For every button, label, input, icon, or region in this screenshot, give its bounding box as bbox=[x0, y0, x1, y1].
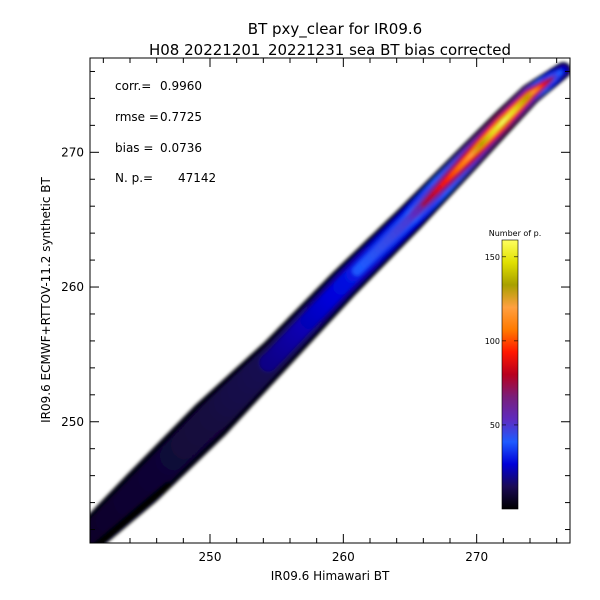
x-tick-label: 270 bbox=[465, 550, 488, 564]
stat-bias-value: 0.0736 bbox=[160, 141, 202, 155]
y-tick-label: 260 bbox=[61, 280, 84, 294]
stat-np-label: N. p.= bbox=[115, 171, 153, 185]
y-tick-label: 270 bbox=[61, 145, 84, 159]
density-blob bbox=[550, 77, 553, 81]
stats-block: corr.= 0.9960 rmse = 0.7725 bias = 0.073… bbox=[115, 79, 216, 185]
colorbar-ticks: 50 100 150 bbox=[485, 253, 518, 430]
colorbar-tick-label: 50 bbox=[490, 421, 500, 430]
x-tick-label: 250 bbox=[199, 550, 222, 564]
stat-np-value: 47142 bbox=[178, 171, 216, 185]
colorbar-title: Number of p. bbox=[489, 229, 542, 238]
y-axis: 250 260 270 bbox=[61, 70, 570, 531]
y-tick-label: 250 bbox=[61, 415, 84, 429]
colorbar: Number of p. 50 100 150 bbox=[485, 229, 542, 510]
colorbar-tick-label: 100 bbox=[485, 337, 500, 346]
plot-frame bbox=[89, 57, 571, 544]
y-axis-label: IR09.6 ECMWF+RTTOV-11.2 synthetic BT bbox=[39, 176, 53, 422]
x-axis: 250 260 270 bbox=[102, 58, 558, 564]
density-layer bbox=[90, 62, 570, 543]
stat-rmse-value: 0.7725 bbox=[160, 110, 202, 124]
stat-bias-label: bias = bbox=[115, 141, 153, 155]
chart-title: BT pxy_clear for IR09.6 bbox=[248, 20, 422, 39]
x-axis-label: IR09.6 Himawari BT bbox=[271, 569, 390, 583]
chart-subtitle: H08 20221201_20221231 sea BT bias correc… bbox=[149, 41, 511, 60]
density-blob bbox=[557, 69, 563, 75]
density-blob bbox=[164, 481, 171, 488]
stat-rmse-label: rmse = bbox=[115, 110, 159, 124]
stat-corr-label: corr.= bbox=[115, 79, 151, 93]
colorbar-bar bbox=[501, 239, 519, 510]
stat-corr-value: 0.9960 bbox=[160, 79, 202, 93]
colorbar-tick-label: 150 bbox=[485, 253, 500, 262]
density-field bbox=[90, 62, 570, 543]
x-tick-label: 260 bbox=[332, 550, 355, 564]
